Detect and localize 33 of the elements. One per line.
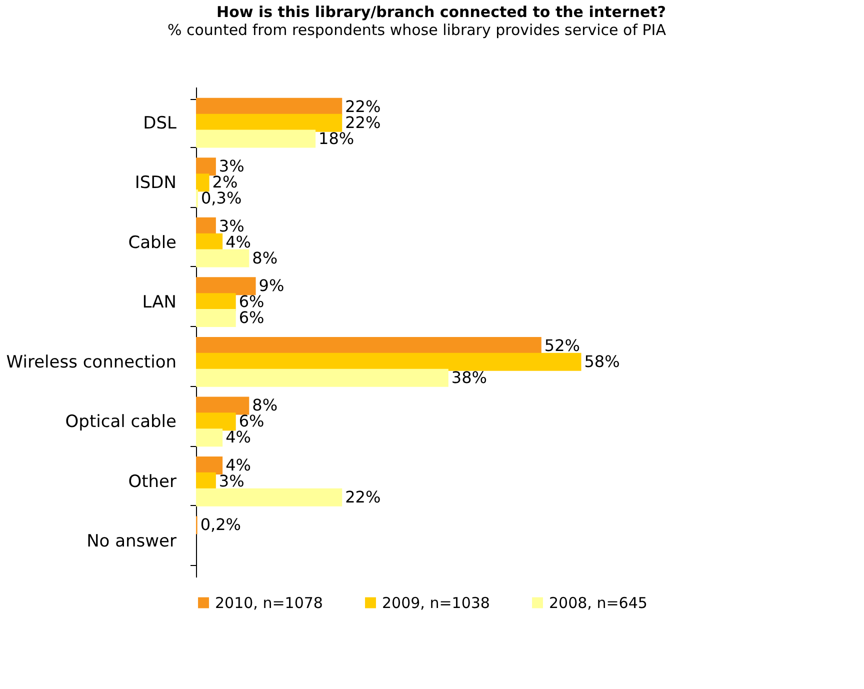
data-label: 0,2% <box>200 515 241 534</box>
y-tick-label: LAN <box>142 292 176 313</box>
bar <box>196 158 216 176</box>
bar <box>196 456 223 474</box>
bar <box>196 396 250 415</box>
bar <box>196 412 236 431</box>
bar <box>196 488 342 506</box>
y-tick-label: No answer <box>86 532 176 552</box>
data-label: 38% <box>451 368 487 387</box>
bar <box>196 174 210 192</box>
y-tick-label: DSL <box>143 113 178 134</box>
y-tick-label: Wireless connection <box>6 352 176 372</box>
bar <box>196 130 316 148</box>
data-label: 22% <box>345 487 381 506</box>
chart-title: How is this library/branch connected to the internet? <box>216 3 666 21</box>
data-label: 52% <box>544 336 580 355</box>
y-tick-label: Optical cable <box>65 412 176 432</box>
bar <box>196 368 448 387</box>
y-tick-label: Other <box>128 472 176 492</box>
bar <box>196 277 256 296</box>
data-label: 58% <box>584 352 620 371</box>
bar <box>196 428 223 447</box>
data-label: 8% <box>252 248 278 268</box>
y-tick-label: Cable <box>128 232 176 253</box>
legend-label: 2009, n=1038 <box>382 594 490 612</box>
bar <box>196 352 582 371</box>
legend-label: 2010, n=1078 <box>215 594 323 612</box>
bar <box>196 249 250 268</box>
y-tick-label: ISDN <box>134 173 176 194</box>
chart-subtitle: % counted from respondents whose library provides service of PIA <box>167 21 667 39</box>
bar <box>196 309 236 328</box>
bar <box>196 114 342 132</box>
legend-label: 2008, n=645 <box>549 594 648 612</box>
